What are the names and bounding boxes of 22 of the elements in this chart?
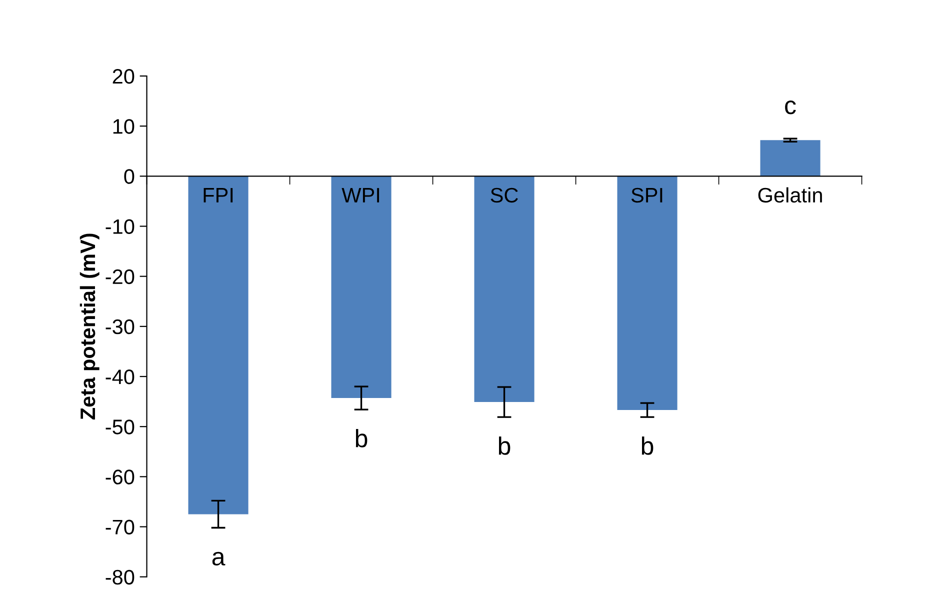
y-tick-label: -30	[106, 319, 134, 334]
y-tick-label: 0	[124, 169, 134, 184]
annotation: a	[212, 552, 226, 566]
annotation: c	[785, 100, 796, 114]
y-axis-title: Zeta potential (mV)	[80, 234, 100, 420]
x-tick-label: FPI	[204, 188, 233, 202]
x-tick-label: Gelatin	[758, 187, 822, 203]
annotation: b	[498, 436, 510, 455]
y-tick-label: -60	[106, 470, 134, 484]
annotation: b	[356, 429, 368, 448]
y-tick-label: 20	[112, 69, 134, 84]
x-tick-label: SPI	[631, 188, 662, 203]
x-tick-label: SC	[490, 188, 518, 203]
annotation: b	[642, 436, 654, 455]
y-tick-label: -40	[106, 370, 134, 384]
y-tick-label: 10	[113, 119, 134, 134]
x-tick-label: WPI	[342, 188, 380, 202]
y-tick-label: -10	[106, 219, 134, 234]
y-tick-label: -80	[106, 570, 134, 585]
y-tick-label: -50	[106, 420, 134, 434]
y-tick-label: -70	[106, 520, 134, 535]
y-tick-label: -20	[106, 269, 134, 284]
